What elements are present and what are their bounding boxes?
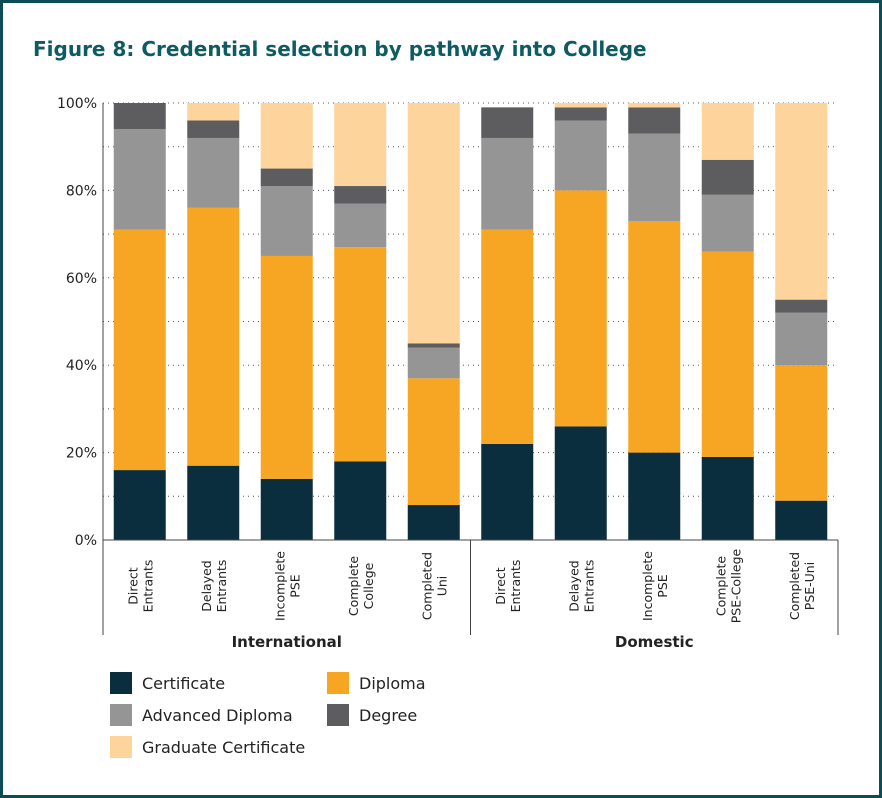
bar-segment: [187, 103, 240, 121]
legend-swatch: [110, 672, 132, 694]
bar-segment: [481, 137, 534, 230]
bar-segment: [554, 107, 607, 121]
legend-label: Advanced Diploma: [142, 706, 293, 725]
bar-segment: [554, 190, 607, 427]
bar-segment: [113, 103, 166, 130]
bar-segment: [260, 103, 313, 169]
bar-segment: [775, 312, 828, 366]
x-tick-label: Entrants: [140, 560, 155, 613]
bar-segment: [407, 347, 460, 379]
bar-segment: [187, 137, 240, 208]
bar-segment: [701, 103, 754, 160]
x-tick-label: Uni: [434, 576, 449, 597]
bar-segment: [628, 107, 681, 134]
bar-segment: [187, 465, 240, 540]
x-tick-label: Completed: [419, 552, 434, 620]
bar-segment: [407, 103, 460, 344]
bar-segment: [187, 120, 240, 138]
group-label: International: [232, 633, 342, 651]
y-tick-label: 20%: [66, 446, 97, 462]
x-tick-label: Direct: [493, 567, 508, 605]
legend-label: Graduate Certificate: [142, 738, 305, 757]
x-tick-label: Delayed: [199, 560, 214, 611]
legend-swatch: [327, 704, 349, 726]
bar-segment: [407, 505, 460, 540]
bar-segment: [113, 229, 166, 471]
x-tick-label: Direct: [125, 567, 140, 605]
legend-swatch: [327, 672, 349, 694]
x-tick-label: PSE: [287, 574, 302, 597]
bar-segment: [260, 255, 313, 479]
x-tick-label: PSE: [655, 574, 670, 597]
x-tick-label: Completed: [787, 552, 802, 620]
x-tick-label: Incomplete: [272, 551, 287, 621]
bar-segment: [334, 461, 387, 540]
x-tick-label: PSE-Uni: [802, 562, 817, 610]
bar-segment: [334, 186, 387, 204]
bar-segment: [554, 103, 607, 108]
bar-segment: [554, 426, 607, 540]
x-tick-label: PSE-College: [728, 548, 743, 623]
x-tick-label: Incomplete: [640, 551, 655, 621]
bar-segment: [260, 478, 313, 540]
bar-segment: [775, 500, 828, 540]
bar-segment: [334, 247, 387, 462]
bar-segment: [701, 251, 754, 457]
bar-segment: [187, 207, 240, 466]
bar-segment: [260, 168, 313, 187]
bar-segment: [334, 103, 387, 187]
bar-segment: [775, 299, 828, 313]
legend-label: Certificate: [142, 674, 225, 693]
y-tick-label: 60%: [66, 271, 97, 287]
bar-segment: [701, 159, 754, 195]
bar-segment: [701, 456, 754, 540]
bar-segment: [628, 220, 681, 453]
group-label: Domestic: [615, 633, 694, 651]
bar-segment: [113, 470, 166, 540]
bar-segment: [701, 194, 754, 252]
bar-segment: [628, 452, 681, 540]
bar-segment: [481, 229, 534, 444]
y-tick-label: 80%: [66, 183, 97, 199]
x-tick-label: Delayed: [566, 560, 581, 611]
x-tick-label: College: [361, 562, 376, 609]
y-tick-label: 0%: [75, 533, 97, 549]
bar-segment: [260, 186, 313, 256]
bar-segment: [481, 443, 534, 540]
y-tick-label: 40%: [66, 358, 97, 374]
bar-segment: [775, 103, 828, 300]
x-tick-label: Complete: [713, 556, 728, 617]
bar-segment: [113, 129, 166, 230]
bar-segment: [407, 378, 460, 506]
bar-segment: [481, 107, 534, 138]
legend-label: Degree: [359, 706, 417, 725]
legend-swatch: [110, 704, 132, 726]
x-tick-label: Entrants: [581, 560, 596, 613]
legend-label: Diploma: [359, 674, 426, 693]
bar-segment: [628, 133, 681, 221]
bar-segment: [334, 203, 387, 248]
legend-swatch: [110, 736, 132, 758]
x-tick-label: Complete: [346, 556, 361, 617]
bar-segment: [554, 120, 607, 191]
x-tick-label: Entrants: [214, 560, 229, 613]
chart-title: Figure 8: Credential selection by pathwa…: [33, 37, 647, 61]
bar-segment: [407, 343, 460, 348]
x-tick-label: Entrants: [508, 560, 523, 613]
y-tick-label: 100%: [57, 96, 97, 112]
bar-segment: [775, 365, 828, 501]
bar-segment: [628, 103, 681, 108]
